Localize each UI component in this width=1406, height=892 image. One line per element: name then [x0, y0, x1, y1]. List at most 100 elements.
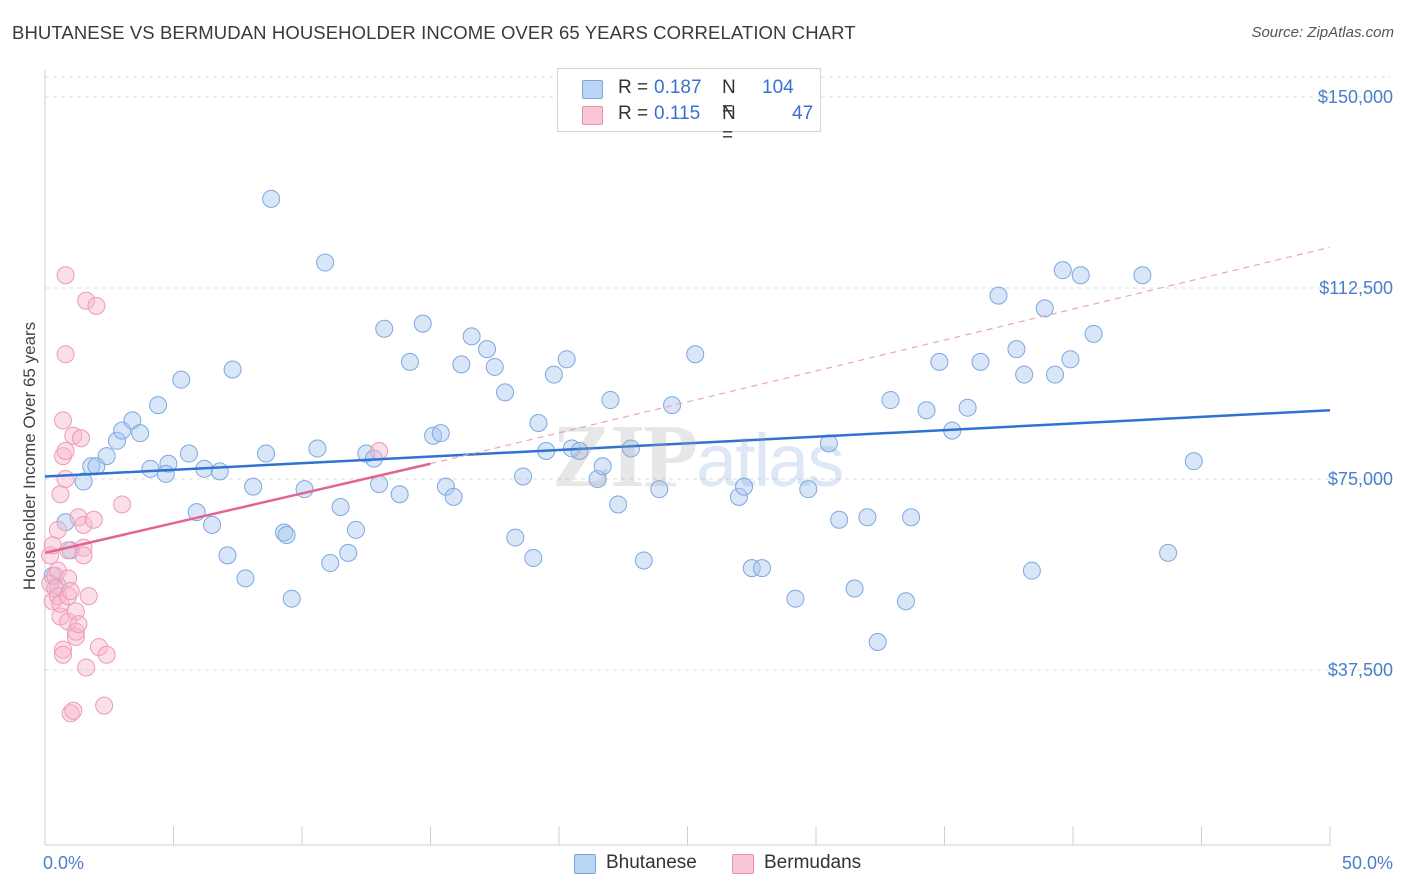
bhutanese-point [275, 523, 294, 542]
legend-r-label: R = [618, 77, 649, 98]
bhutanese-point [179, 444, 198, 463]
bermudan-point [89, 638, 108, 657]
y-tick-label: $112,500 [1319, 278, 1393, 298]
x-tick-labels: 0.0% 50.0% [43, 853, 1393, 873]
bermudan-point [61, 582, 80, 601]
bhutanese-point [663, 396, 682, 415]
bhutanese-point [557, 350, 576, 369]
bhutanese-point [218, 546, 237, 565]
chart-title: BHUTANESE VS BERMUDAN HOUSEHOLDER INCOME… [12, 22, 856, 43]
bermudan-point [53, 640, 72, 659]
bhutanese-point [989, 286, 1008, 305]
y-tick-label: $75,000 [1328, 469, 1393, 489]
bermudan-point [59, 587, 78, 606]
bhutanese-point [107, 431, 126, 450]
bhutanese-point [529, 413, 548, 432]
bottom-legend-swatch-bermudans [732, 854, 754, 874]
legend-n-value: 47 [792, 103, 814, 124]
axes [44, 70, 1331, 846]
bhutanese-point [735, 477, 754, 496]
legend-n-label: N = [722, 77, 736, 120]
bhutanese-point [1022, 561, 1041, 580]
x-tick-label: 50.0% [1342, 853, 1393, 873]
y-tick-label: $37,500 [1328, 660, 1393, 680]
bhutanese-point [896, 592, 915, 611]
bhutanese-point [570, 441, 589, 460]
bhutanese-point [1159, 543, 1178, 562]
bhutanese-point [308, 439, 327, 458]
bermudan-point [84, 510, 103, 529]
bermudan-point [77, 291, 96, 310]
bhutanese-point [544, 365, 563, 384]
bermudan-points [41, 266, 389, 723]
bhutanese-point [1007, 340, 1026, 359]
bhutanese-point [390, 485, 409, 504]
watermark-atlas: atlas [696, 419, 844, 502]
bermudan-point [87, 296, 106, 315]
legend-r-value: 0.187 [654, 77, 702, 98]
bermudan-trend-extension [430, 246, 1331, 465]
bermudan-point [74, 515, 93, 534]
y-tick-label: $150,000 [1318, 87, 1393, 107]
bhutanese-point [400, 352, 419, 371]
bhutanese-point [1053, 261, 1072, 280]
bottom-legend-label-bermudans: Bermudans [764, 852, 862, 873]
bhutanese-point [413, 314, 432, 333]
bhutanese-point [316, 253, 335, 272]
y-axis-title: Householder Income Over 65 years [20, 322, 39, 590]
bhutanese-point [236, 569, 255, 588]
bhutanese-points [43, 189, 1203, 651]
bermudan-point [48, 561, 67, 580]
bermudan-point [64, 701, 83, 720]
bhutanese-point [257, 444, 276, 463]
bhutanese-point [621, 439, 640, 458]
bhutanese-point [277, 526, 296, 545]
bermudan-point [56, 441, 75, 460]
watermark: ZIPatlas [552, 405, 844, 508]
bhutanese-point [244, 477, 263, 496]
bhutanese-point [436, 477, 455, 496]
x-tick-label: 0.0% [43, 853, 84, 873]
bhutanese-point [742, 559, 761, 578]
bhutanese-point [172, 370, 191, 389]
bermudan-point [69, 615, 88, 634]
bhutanese-point [881, 391, 900, 410]
bermudan-point [97, 645, 116, 664]
bhutanese-point [223, 360, 242, 379]
bhutanese-point [262, 189, 281, 208]
legend-r-label: R = [618, 103, 649, 124]
bermudan-point [59, 612, 78, 631]
bhutanese-point [321, 554, 340, 573]
bhutanese-point [375, 319, 394, 338]
bhutanese-point [210, 462, 229, 481]
bermudan-point [53, 645, 72, 664]
legend-n-value: 104 [762, 77, 794, 98]
bhutanese-point [902, 508, 921, 527]
legend-swatch-bermudans [582, 106, 603, 125]
bermudan-point [53, 411, 72, 430]
bhutanese-point [524, 548, 543, 567]
bermudan-point [370, 441, 389, 460]
bhutanese-point [203, 515, 222, 534]
bhutanese-point [1184, 452, 1203, 471]
bhutanese-point [830, 510, 849, 529]
bermudan-point [51, 594, 70, 613]
legend-r-value: 0.115 [654, 103, 701, 124]
bhutanese-point [868, 632, 887, 651]
bermudan-point [48, 520, 67, 539]
bermudan-point [61, 704, 80, 723]
bhutanese-point [753, 559, 772, 578]
bhutanese-point [506, 528, 525, 547]
bhutanese-point [917, 401, 936, 420]
legend-swatch-bhutanese [582, 80, 603, 99]
watermark-zip: ZIP [552, 407, 698, 506]
bhutanese-point [601, 391, 620, 410]
bhutanese-point [496, 383, 515, 402]
bhutanese-point [799, 480, 818, 499]
bhutanese-point [845, 579, 864, 598]
bermudan-point [77, 658, 96, 677]
bermudan-point [53, 447, 72, 466]
bottom-legend-label-bhutanese: Bhutanese [606, 852, 697, 873]
bhutanese-point [609, 495, 628, 514]
bhutanese-point [149, 396, 168, 415]
